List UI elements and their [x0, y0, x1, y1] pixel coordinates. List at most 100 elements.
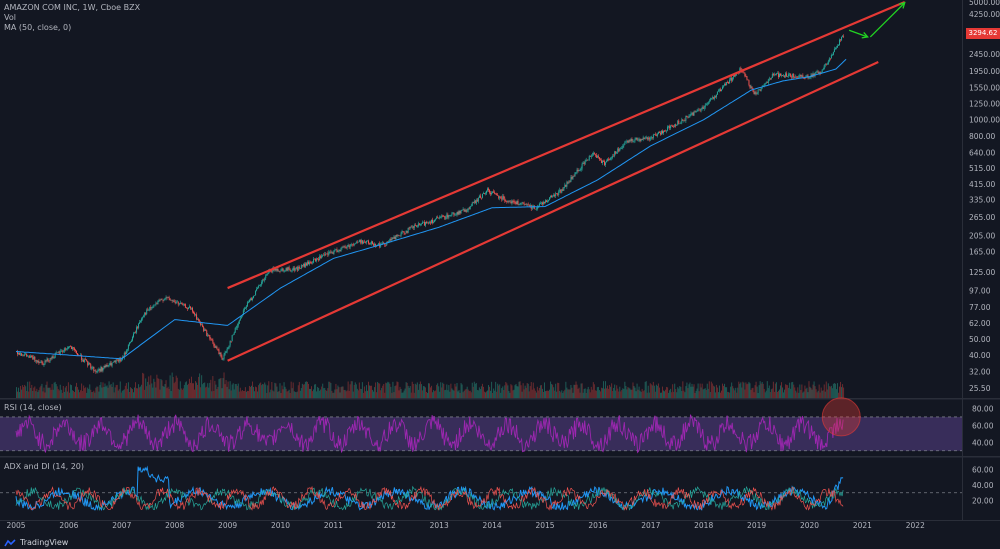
- volume-bar: [137, 388, 139, 398]
- candle-body: [140, 320, 142, 323]
- volume-bar: [271, 381, 273, 398]
- tradingview-brand[interactable]: TradingView: [20, 538, 69, 547]
- volume-bar: [766, 381, 768, 398]
- candle-body: [551, 195, 553, 198]
- volume-bar: [820, 387, 822, 398]
- candle-body: [524, 204, 526, 205]
- candle-body: [726, 81, 728, 85]
- volume-bar: [524, 385, 526, 398]
- volume-bar: [622, 388, 624, 398]
- volume-bar: [777, 390, 779, 398]
- candle-body: [408, 228, 410, 229]
- volume-bar: [463, 390, 465, 398]
- candle-body: [602, 160, 604, 162]
- candle-body: [635, 137, 637, 139]
- candle-body: [474, 200, 476, 204]
- volume-bar: [65, 385, 67, 398]
- candle-body: [348, 245, 350, 248]
- candle-body: [221, 356, 223, 360]
- candle-body: [18, 352, 20, 355]
- candle-body: [335, 249, 337, 250]
- candle-body: [719, 89, 721, 92]
- candle-body: [434, 219, 436, 222]
- candle-body: [823, 65, 825, 70]
- candle-body: [825, 64, 827, 65]
- volume-bar: [263, 384, 265, 398]
- volume-bar: [469, 390, 471, 398]
- price-tick-label: 1000.00: [969, 116, 1000, 125]
- volume-bar: [506, 383, 508, 398]
- candle-body: [305, 263, 307, 266]
- volume-bar: [416, 382, 418, 398]
- candle-body: [589, 156, 591, 157]
- candle-body: [143, 315, 145, 318]
- volume-bar: [595, 390, 597, 398]
- candle-body: [151, 307, 153, 309]
- volume-bar: [249, 386, 251, 398]
- candle-body: [504, 198, 506, 201]
- volume-bar: [239, 387, 241, 398]
- volume-bar: [626, 389, 628, 398]
- candle-body: [246, 302, 248, 307]
- candle-body: [235, 327, 237, 329]
- candle-body: [475, 199, 477, 204]
- candle-body: [522, 202, 524, 204]
- candle-body: [792, 73, 794, 78]
- candle-body: [482, 193, 484, 194]
- price-tick-label: 2450.00: [969, 50, 1000, 59]
- candle-body: [624, 142, 626, 145]
- volume-bar: [713, 386, 715, 398]
- candle-body: [412, 226, 414, 228]
- candle-body: [574, 172, 576, 177]
- candle-body: [285, 268, 287, 271]
- volume-bar: [510, 384, 512, 398]
- volume-bar: [360, 389, 362, 398]
- candle-body: [398, 235, 400, 236]
- volume-bar: [559, 390, 561, 398]
- candle-body: [709, 98, 711, 101]
- candle-body: [196, 314, 198, 320]
- volume-bar: [264, 382, 266, 398]
- time-tick-label: 2012: [377, 521, 396, 530]
- volume-bar: [729, 392, 731, 398]
- candle-body: [184, 304, 186, 308]
- volume-bar: [143, 373, 145, 398]
- candle-body: [678, 120, 680, 124]
- candle-body: [190, 307, 192, 309]
- volume-bar: [699, 383, 701, 398]
- volume-bar: [548, 390, 550, 398]
- candle-body: [447, 214, 449, 218]
- candle-body: [388, 240, 390, 243]
- volume-bar: [731, 382, 733, 398]
- volume-bar: [90, 389, 92, 398]
- volume-bar: [410, 392, 412, 398]
- candle-body: [183, 303, 185, 305]
- volume-bar: [128, 391, 130, 398]
- projection-arrow: [869, 2, 906, 38]
- volume-bar: [398, 390, 400, 398]
- candle-body: [302, 263, 304, 266]
- candle-body: [59, 350, 61, 354]
- volume-bar: [351, 381, 353, 398]
- candle-body: [308, 262, 310, 265]
- candle-body: [502, 196, 504, 200]
- volume-bar: [35, 391, 37, 398]
- volume-bar: [409, 386, 411, 398]
- volume-bar: [98, 391, 100, 398]
- candle-body: [150, 307, 152, 309]
- candle-body: [418, 223, 420, 225]
- candle-body: [95, 370, 97, 372]
- volume-bar: [585, 392, 587, 398]
- candle-body: [443, 216, 445, 217]
- candle-body: [576, 169, 578, 173]
- volume-bar: [71, 390, 73, 398]
- candle-body: [170, 299, 172, 301]
- candle-body: [535, 208, 537, 210]
- volume-bar: [482, 386, 484, 398]
- candle-body: [156, 303, 158, 305]
- candle-body: [20, 353, 22, 355]
- volume-bar: [319, 390, 321, 398]
- projection-arrowhead: [898, 1, 906, 9]
- volume-bar: [102, 382, 104, 398]
